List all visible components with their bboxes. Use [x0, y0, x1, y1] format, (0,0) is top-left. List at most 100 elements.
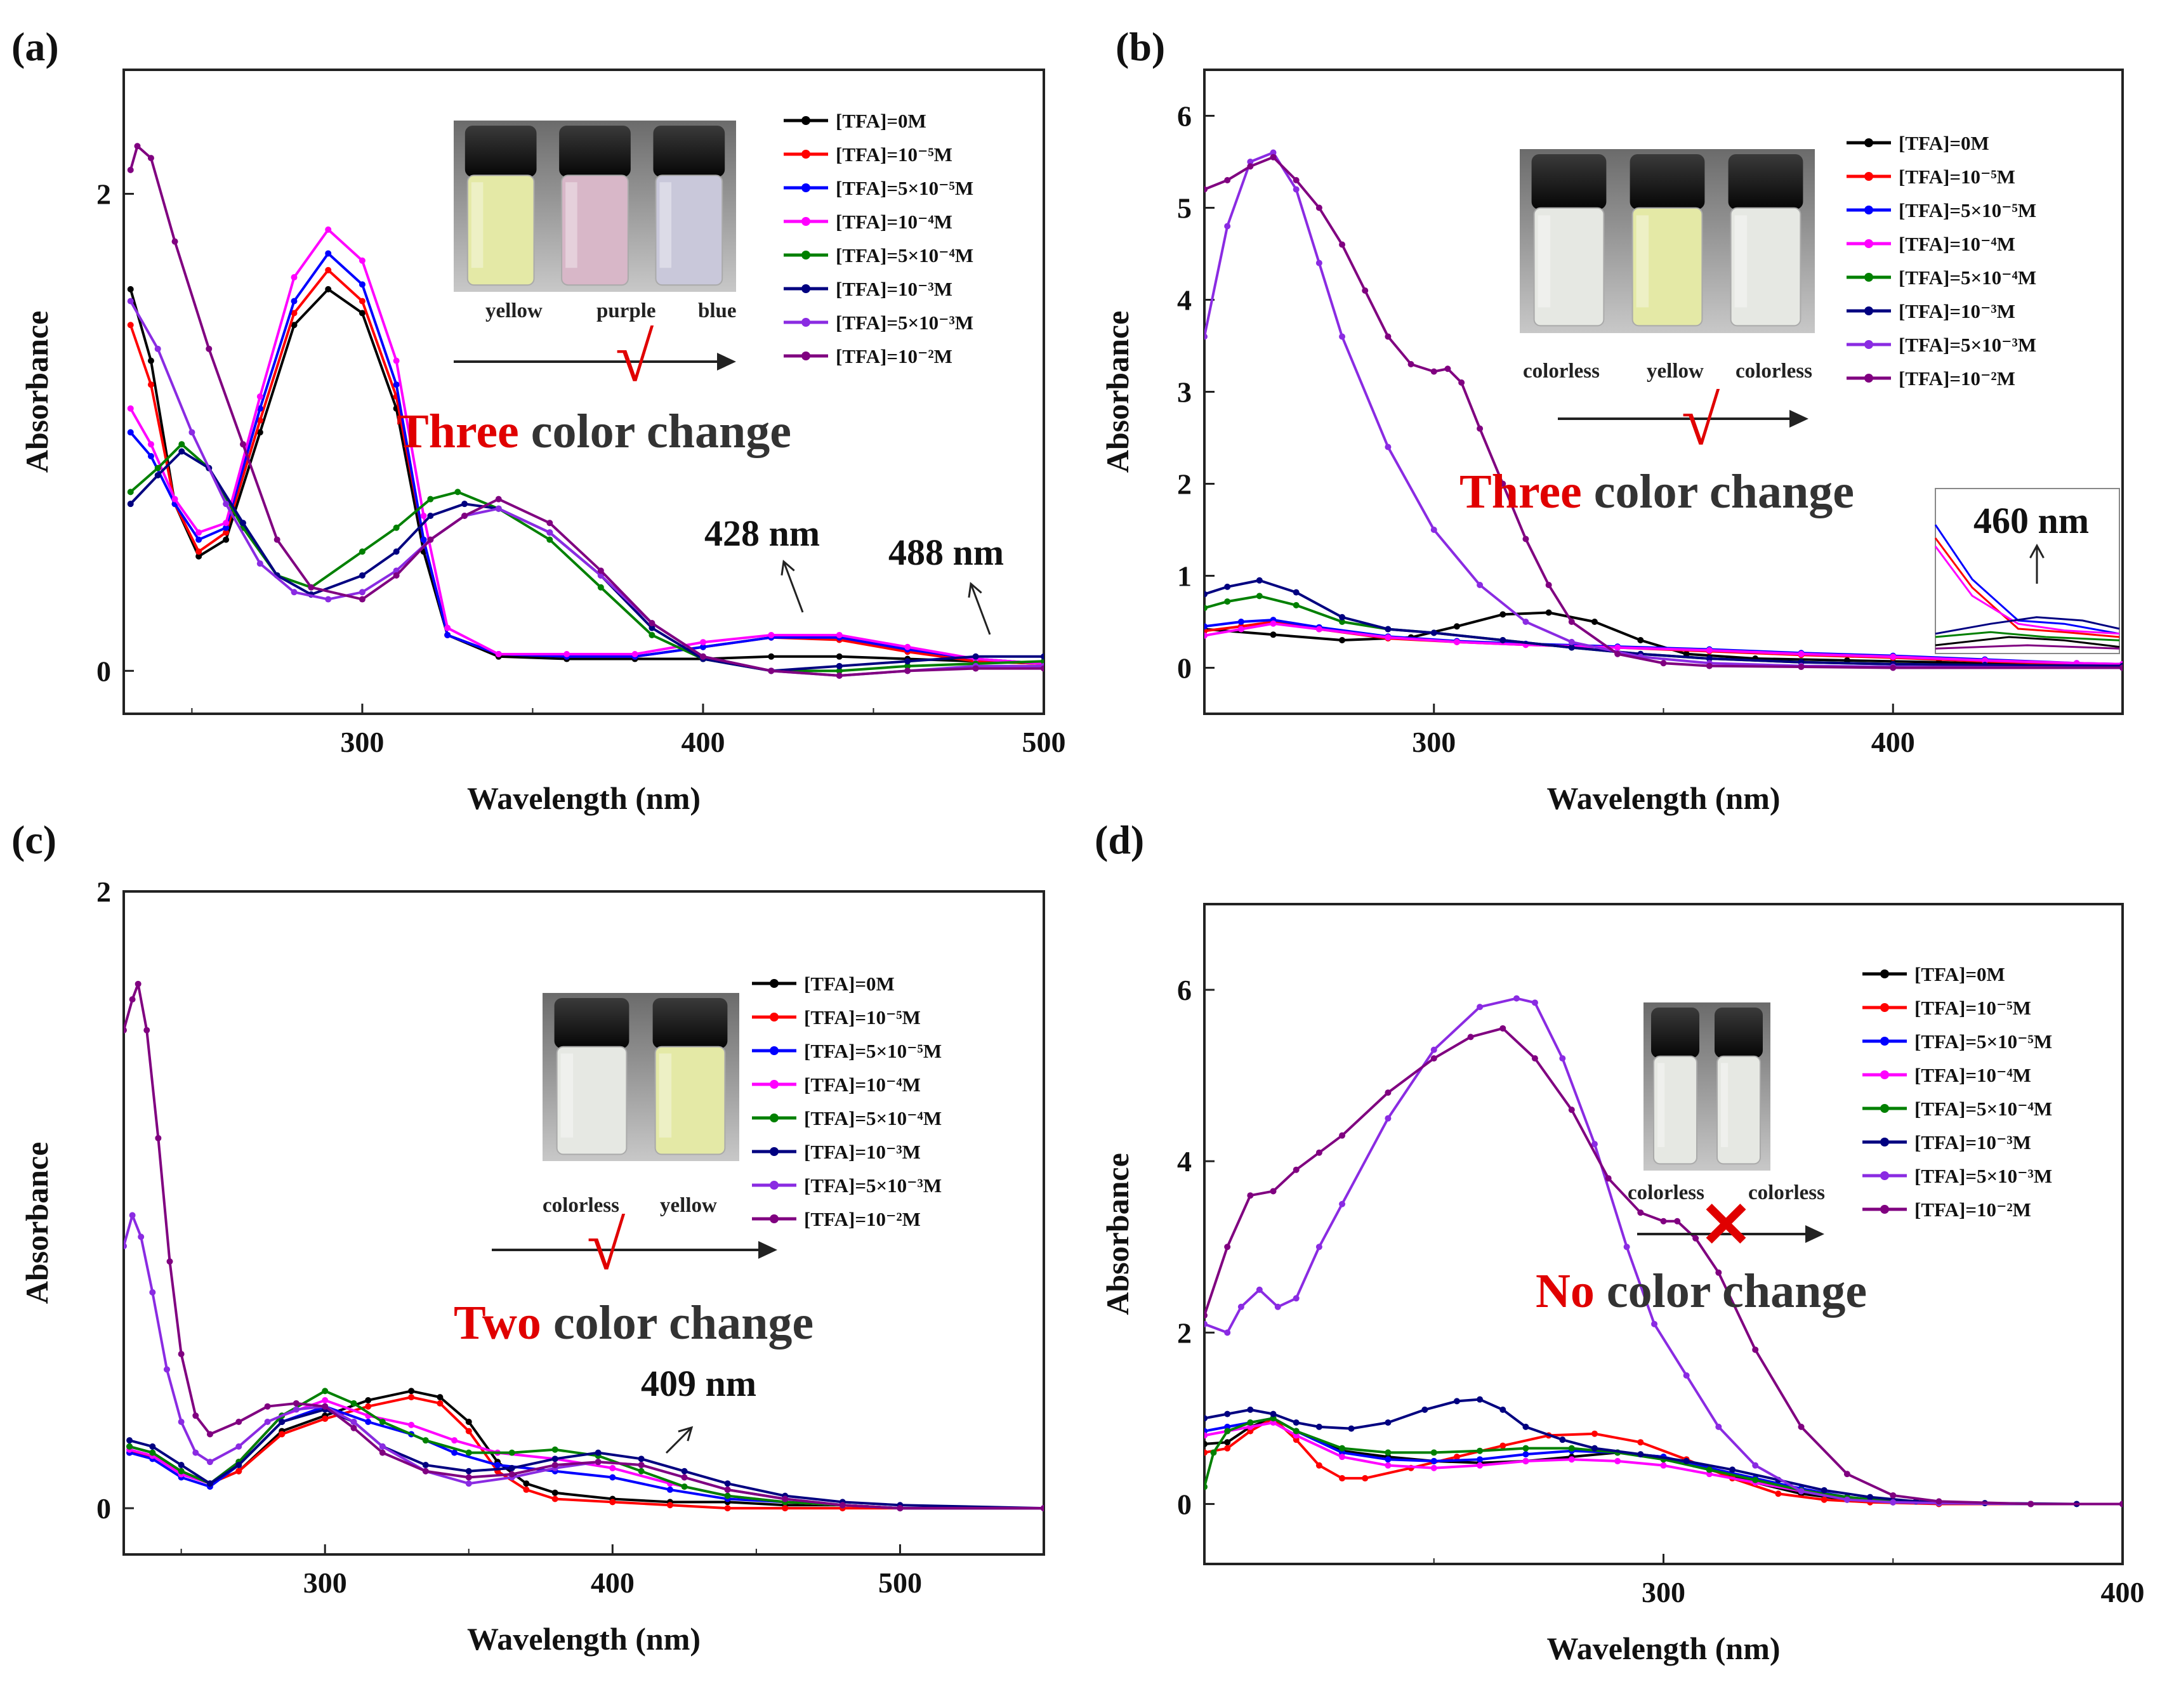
data-point: [1041, 653, 1044, 660]
legend-marker: [770, 1013, 779, 1022]
legend-label: [TFA]=5×10⁻⁴M: [1914, 1098, 2052, 1120]
x-axis-label: Wavelength (nm): [467, 1621, 701, 1657]
data-point: [461, 501, 468, 508]
legend-marker: [770, 1046, 779, 1055]
series-line: [124, 1214, 1044, 1510]
data-point: [1339, 1132, 1346, 1139]
data-point: [904, 643, 911, 650]
wavelength-annotation: 488 nm: [888, 532, 1004, 573]
data-point: [420, 512, 427, 519]
data-point: [1339, 1200, 1346, 1207]
vial-cap: [554, 998, 629, 1049]
data-point: [1362, 287, 1369, 294]
data-point: [1339, 1445, 1346, 1452]
data-point: [638, 1468, 645, 1475]
data-point: [147, 357, 154, 364]
check-mark: √: [1682, 382, 1720, 459]
legend-label: [TFA]=0M: [836, 110, 926, 132]
data-point: [1614, 650, 1621, 657]
change-arrowhead: [758, 1241, 777, 1259]
data-point: [291, 310, 298, 317]
data-point: [256, 429, 263, 436]
data-point: [551, 1495, 558, 1502]
data-point: [192, 1449, 199, 1456]
legend-marker: [1880, 1003, 1889, 1012]
x-tick-label: 300: [340, 726, 384, 758]
data-point: [699, 653, 706, 660]
data-point: [563, 651, 570, 658]
data-point: [1513, 995, 1520, 1002]
data-point: [465, 1419, 472, 1425]
zoom-line: [1935, 616, 2120, 635]
zoom-line: [1934, 546, 2120, 635]
panel-c: (c) 300 400 500 0 2 Wavelength (nm) Absorbance […: [11, 817, 1045, 1657]
data-point: [127, 501, 134, 508]
data-point: [325, 596, 332, 603]
data-point: [508, 1449, 515, 1456]
data-point: [1843, 1496, 1850, 1503]
data-point: [379, 1419, 386, 1425]
data-point: [138, 1233, 145, 1240]
series-group: [1204, 995, 2123, 1508]
data-point: [322, 1416, 329, 1422]
data-point: [408, 1394, 415, 1401]
data-point: [551, 1462, 558, 1469]
data-point: [325, 266, 332, 273]
legend-label: [TFA]=10⁻²M: [1914, 1199, 2031, 1221]
vial-body: [1716, 1055, 1761, 1165]
color-change-count: No: [1536, 1265, 1595, 1318]
data-point: [1591, 1430, 1598, 1437]
data-point: [495, 505, 502, 512]
data-point: [461, 512, 468, 519]
data-point: [1247, 1419, 1254, 1426]
data-point: [1270, 631, 1277, 638]
data-point: [1637, 1209, 1644, 1216]
data-point: [1385, 1089, 1392, 1096]
data-point: [195, 553, 202, 560]
data-point: [1204, 1312, 1208, 1319]
data-point: [1559, 1055, 1566, 1062]
data-point: [1545, 609, 1552, 616]
legend-label: [TFA]=10⁻²M: [804, 1208, 921, 1230]
vial-body: [1533, 207, 1605, 327]
legend-label: [TFA]=10⁻⁴M: [1914, 1064, 2031, 1086]
data-point: [904, 667, 911, 674]
data-point: [1430, 368, 1437, 375]
color-change-text: color change: [1595, 1265, 1867, 1318]
data-point: [365, 1419, 372, 1425]
data-point: [1362, 1475, 1369, 1481]
legend-label: [TFA]=5×10⁻⁴M: [1899, 266, 2036, 289]
data-point: [699, 643, 706, 650]
data-point: [408, 1421, 415, 1428]
series-line: [1204, 997, 2123, 1506]
data-point: [393, 548, 400, 555]
data-point: [1522, 1445, 1529, 1452]
data-point: [325, 286, 332, 292]
data-point: [206, 1459, 213, 1466]
legend-label: [TFA]=5×10⁻⁵M: [804, 1040, 942, 1062]
data-point: [465, 1428, 472, 1435]
data-point: [155, 1134, 162, 1141]
data-point: [451, 1437, 458, 1444]
data-point: [124, 1027, 127, 1034]
legend-marker: [801, 318, 810, 327]
data-point: [393, 357, 400, 364]
legend-marker: [770, 979, 779, 988]
data-point: [1224, 583, 1231, 590]
data-point: [1522, 535, 1529, 542]
vial-label: colorless: [1748, 1181, 1825, 1204]
vial-body: [1653, 1055, 1697, 1165]
data-point: [597, 567, 604, 574]
data-point: [1315, 626, 1322, 633]
legend-marker: [1880, 1037, 1889, 1046]
legend-marker: [1880, 1138, 1889, 1146]
data-point: [1237, 1303, 1244, 1310]
data-point: [359, 298, 366, 305]
data-point: [1385, 1419, 1392, 1426]
legend-marker: [1864, 374, 1873, 383]
data-point: [1041, 665, 1044, 672]
data-point: [1798, 664, 1805, 671]
data-point: [1637, 637, 1644, 643]
y-axis-label: Absorbance: [1100, 1153, 1135, 1315]
data-point: [206, 1431, 213, 1438]
